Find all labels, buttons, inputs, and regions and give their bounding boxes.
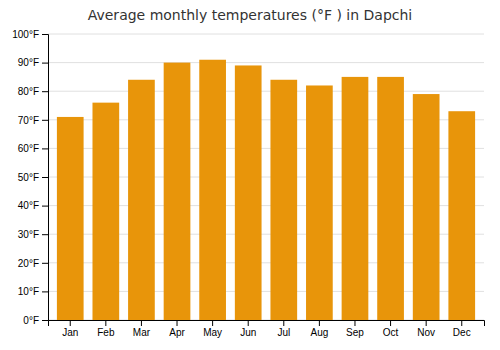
tick-label: 20°F: [18, 258, 39, 269]
y-tick: 70°F: [18, 115, 48, 126]
tick-mark: [248, 320, 249, 326]
tick-mark: [354, 320, 355, 326]
tick-label: Nov: [417, 327, 435, 338]
x-tick: Jan: [62, 320, 78, 338]
tick-label: 10°F: [18, 286, 39, 297]
tick-mark: [42, 291, 48, 292]
y-tick: 60°F: [18, 143, 48, 154]
y-tick: 20°F: [18, 258, 48, 269]
x-tick: Aug: [310, 320, 328, 338]
tick-mark: [70, 320, 71, 326]
tick-label: Aug: [310, 327, 328, 338]
x-tick: Feb: [97, 320, 115, 338]
x-tick: Nov: [417, 320, 435, 338]
tick-label: May: [203, 327, 222, 338]
x-tick: Jun: [240, 320, 256, 338]
tick-label: 80°F: [18, 86, 39, 97]
tick-label: Oct: [383, 327, 399, 338]
tick-label: Jan: [62, 327, 78, 338]
bar: [199, 60, 226, 320]
tick-label: Feb: [97, 327, 115, 338]
y-tick: 80°F: [18, 86, 48, 97]
x-axis: Jan Feb Mar Apr May Jun Jul Aug Sep Oct Nov Dec: [49, 320, 485, 338]
tick-label: Jun: [240, 327, 256, 338]
y-tick: 40°F: [18, 200, 48, 211]
tick-mark: [42, 34, 48, 35]
tick-mark: [177, 320, 178, 326]
tick-label: Jul: [277, 327, 290, 338]
bar: [128, 80, 155, 320]
bar: [92, 103, 119, 320]
x-tick: Apr: [169, 320, 185, 338]
bar: [377, 77, 404, 320]
grid-line: [48, 62, 484, 63]
tick-mark: [42, 206, 48, 207]
bar: [57, 117, 84, 320]
plot: 0°F 10°F 20°F 30°F 40°F 50°F 60°F 70°F 80°F 90°F 1…: [12, 29, 484, 338]
y-tick: 100°F: [12, 29, 48, 40]
chart: Average monthly temperatures (°F ) in Da…: [0, 0, 500, 350]
tick-mark: [42, 91, 48, 92]
tick-mark: [42, 148, 48, 149]
tick-label: 100°F: [12, 29, 39, 40]
y-tick: 10°F: [18, 286, 48, 297]
tick-mark: [105, 320, 106, 326]
tick-mark: [42, 63, 48, 64]
y-tick: 0°F: [23, 315, 48, 326]
x-tick: Oct: [383, 320, 399, 338]
tick-mark: [42, 320, 48, 321]
bar: [413, 94, 440, 320]
bar: [342, 77, 369, 320]
tick-label: 90°F: [18, 57, 39, 68]
tick-label: 50°F: [18, 172, 39, 183]
x-tick: Jul: [277, 320, 290, 338]
y-tick: 50°F: [18, 172, 48, 183]
tick-mark: [42, 234, 48, 235]
bar: [164, 63, 191, 320]
tick-label: Apr: [169, 327, 185, 338]
tick-label: 70°F: [18, 115, 39, 126]
y-tick: 30°F: [18, 229, 48, 240]
y-tick: 90°F: [18, 57, 48, 68]
bar: [235, 65, 262, 320]
tick-mark: [319, 320, 320, 326]
tick-label: 0°F: [23, 315, 39, 326]
tick-mark: [42, 177, 48, 178]
x-tick: Dec: [453, 320, 471, 338]
tick-mark: [42, 263, 48, 264]
tick-label: Sep: [346, 327, 364, 338]
tick-mark: [283, 320, 284, 326]
bar: [306, 85, 333, 320]
tick-label: 60°F: [18, 143, 39, 154]
tick-mark: [141, 320, 142, 326]
x-tick: Sep: [346, 320, 364, 338]
tick-mark: [426, 320, 427, 326]
bar: [448, 111, 475, 320]
tick-mark: [42, 120, 48, 121]
tick-label: 30°F: [18, 229, 39, 240]
grid: [48, 34, 484, 320]
bars: [57, 60, 475, 320]
axis-line: [49, 321, 485, 327]
y-axis: 0°F 10°F 20°F 30°F 40°F 50°F 60°F 70°F 80°F 90°F 1…: [12, 29, 48, 326]
tick-label: Mar: [133, 327, 151, 338]
tick-mark: [461, 320, 462, 326]
tick-label: 40°F: [18, 200, 39, 211]
axis-line: [42, 35, 49, 321]
tick-mark: [212, 320, 213, 326]
title: Average monthly temperatures (°F ) in Da…: [88, 7, 413, 23]
tick-label: Dec: [453, 327, 471, 338]
grid-line: [48, 91, 484, 92]
bar: [270, 80, 297, 320]
x-tick: May: [203, 320, 222, 338]
tick-mark: [390, 320, 391, 326]
grid-line: [48, 34, 484, 35]
x-tick: Mar: [133, 320, 151, 338]
